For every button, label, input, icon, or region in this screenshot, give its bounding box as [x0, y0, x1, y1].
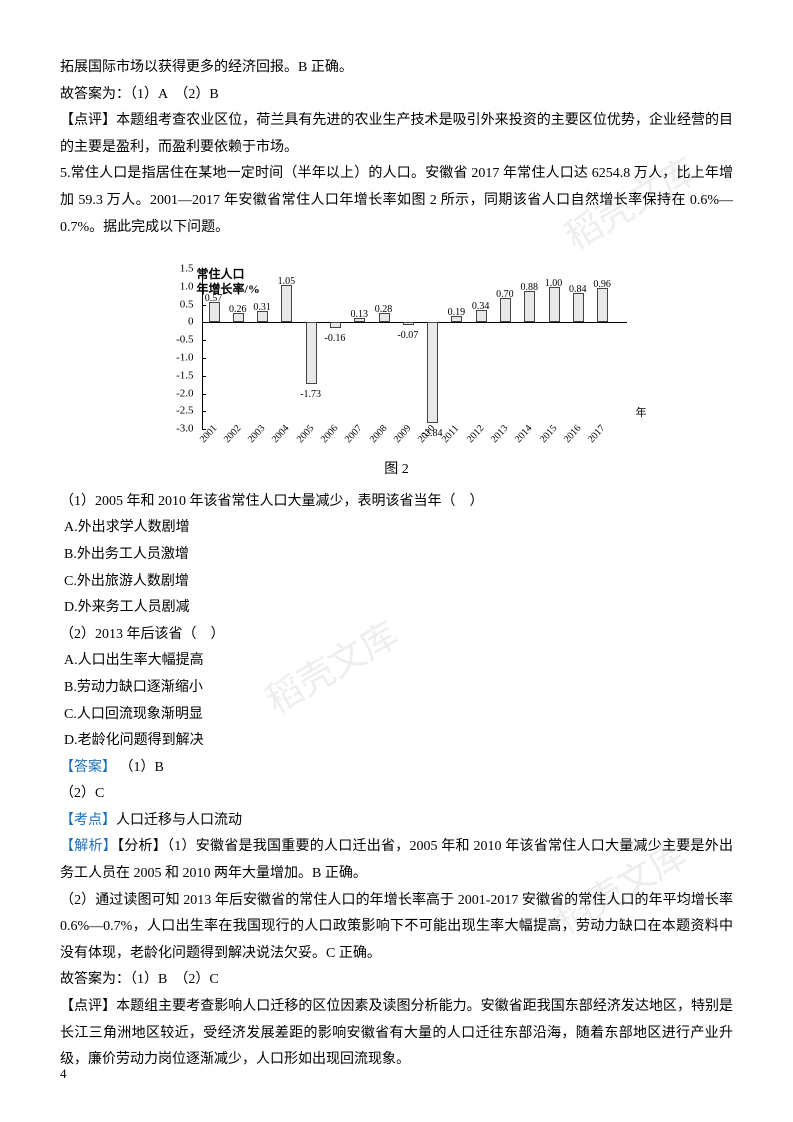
- chart-bar: [403, 322, 414, 324]
- q5-text: 常住人口是指居住在某地一定时间（半年以上）的人口。安徽省 2017 年常住人口达…: [60, 166, 733, 234]
- page-number: 4: [60, 1062, 67, 1087]
- conclusion-text: （1）B （2）C: [130, 972, 219, 987]
- sub2-option-c: C.人口回流现象渐明显: [60, 702, 733, 729]
- sub2-option-d: D.老龄化问题得到解决: [60, 728, 733, 755]
- answer-1: （1）B: [120, 760, 164, 775]
- answer-label: 【答案】: [60, 760, 116, 775]
- sub1-option-b: B.外出务工人员激增: [60, 542, 733, 569]
- y-axis: 1.51.00.50-0.5-1.0-1.5-2.0-2.5-3.0: [167, 269, 197, 429]
- bar-value-label: 0.57: [205, 289, 223, 308]
- bar-value-label: -0.16: [325, 329, 346, 348]
- bar-value-label: 1.00: [545, 274, 563, 293]
- bar-value-label: 0.26: [229, 300, 247, 319]
- final-comment: 【点评】本题组主要考查影响人口迁移的区位因素及读图分析能力。安徽省距我国东部经济…: [60, 994, 733, 1074]
- analysis-p2: （2）通过读图可知 2013 年后安徽省的常住人口的年增长率高于 2001-20…: [60, 888, 733, 968]
- population-chart: 常住人口 年增长率/% 1.51.00.50-0.5-1.0-1.5-2.0-2…: [167, 269, 627, 484]
- sub1-question: （1）2005 年和 2010 年该省常住人口大量减少，表明该省当年（ ）: [60, 489, 733, 516]
- point-text: 人口迁移与人口流动: [116, 813, 242, 828]
- x-axis-label: 年: [636, 403, 647, 424]
- sub2-option-a: A.人口出生率大幅提高: [60, 648, 733, 675]
- conclusion-prefix: 故答案为：: [60, 972, 130, 987]
- analysis-label-2: 【分析】: [117, 839, 167, 854]
- answer-2: （2）C: [60, 781, 733, 808]
- bar-value-label: 1.05: [278, 272, 296, 291]
- chart-bar: [427, 322, 438, 423]
- chart-caption: 图 2: [167, 457, 627, 484]
- bar-value-label: -1.73: [300, 385, 321, 404]
- bar-value-label: 0.96: [593, 275, 611, 294]
- answer-values: （1）A （2）B: [130, 87, 219, 102]
- sub2-option-b: B.劳动力缺口逐渐缩小: [60, 675, 733, 702]
- point-block: 【考点】人口迁移与人口流动: [60, 808, 733, 835]
- y-tick: -3.0: [176, 419, 193, 440]
- comment-label: 【点评】: [60, 113, 116, 128]
- intro-comment: 【点评】本题组考查农业区位，荷兰具有先进的农业生产技术是吸引外来投资的主要区位优…: [60, 108, 733, 161]
- answer-prefix: 故答案为：: [60, 87, 130, 102]
- bar-value-label: -0.07: [397, 326, 418, 345]
- comment-text: 本题组考查农业区位，荷兰具有先进的农业生产技术是吸引外来投资的主要区位优势，企业…: [60, 113, 733, 155]
- sub1-option-d: D.外来务工人员剧减: [60, 595, 733, 622]
- bar-value-label: 0.28: [375, 300, 393, 319]
- bar-value-label: 0.70: [496, 285, 514, 304]
- sub1-option-a: A.外出求学人数剧增: [60, 515, 733, 542]
- bar-value-label: 0.34: [472, 297, 490, 316]
- intro-answer: 故答案为：（1）A （2）B: [60, 82, 733, 109]
- bar-value-label: 0.31: [253, 298, 271, 317]
- final-comment-label: 【点评】: [60, 999, 116, 1014]
- q5-number: 5.: [60, 166, 71, 181]
- chart-bar: [306, 322, 317, 384]
- analysis-conclusion: 故答案为：（1）B （2）C: [60, 967, 733, 994]
- intro-text: 拓展国际市场以获得更多的经济回报。B 正确。: [60, 55, 733, 82]
- point-label: 【考点】: [60, 813, 116, 828]
- analysis-label-1: 【解析】: [60, 839, 117, 854]
- analysis-p1: 【解析】【分析】（1）安徽省是我国重要的人口迁出省，2005 年和 2010 年…: [60, 834, 733, 887]
- bar-value-label: 0.84: [569, 280, 587, 299]
- sub1-option-c: C.外出旅游人数剧增: [60, 569, 733, 596]
- bar-value-label: 0.19: [448, 303, 466, 322]
- bar-value-label: 0.88: [520, 278, 538, 297]
- bar-value-label: 0.13: [350, 305, 368, 324]
- plot-area: 年 0.570.260.311.05-1.73-0.160.130.28-0.0…: [202, 269, 627, 429]
- x-labels: 2001200220032004200520062007200820092010…: [202, 429, 627, 454]
- final-comment-text: 本题组主要考查影响人口迁移的区位因素及读图分析能力。安徽省距我国东部经济发达地区…: [60, 999, 733, 1067]
- answer-block: 【答案】 （1）B: [60, 755, 733, 782]
- sub2-question: （2）2013 年后该省（ ）: [60, 622, 733, 649]
- q5-stem: 5.常住人口是指居住在某地一定时间（半年以上）的人口。安徽省 2017 年常住人…: [60, 161, 733, 241]
- chart-bar: [330, 322, 341, 328]
